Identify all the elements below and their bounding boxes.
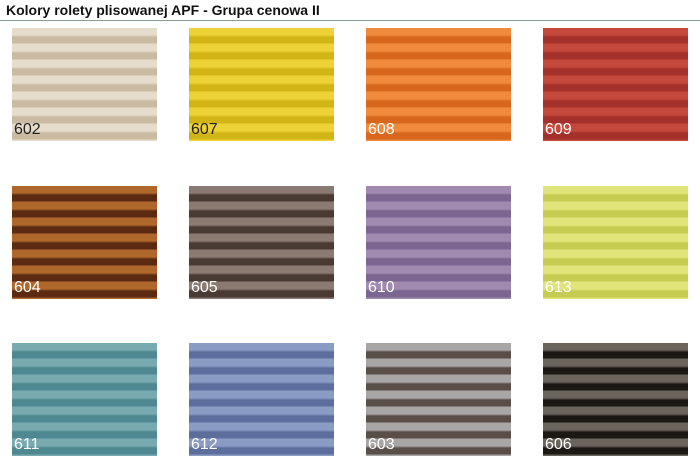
color-swatch-602: 602 [12,28,157,141]
page-title: Kolory rolety plisowanej APF - Grupa cen… [6,2,320,18]
swatch-code: 608 [368,121,395,138]
swatch-code: 603 [368,436,395,453]
color-swatch-613: 613 [543,186,688,299]
color-swatch-610: 610 [366,186,511,299]
color-swatch-604: 604 [12,186,157,299]
color-swatch-603: 603 [366,343,511,456]
swatch-code: 609 [545,121,572,138]
swatch-code: 613 [545,279,572,296]
swatch-code: 611 [14,436,40,453]
color-swatch-607: 607 [189,28,334,141]
color-swatch-606: 606 [543,343,688,456]
color-swatch-605: 605 [189,186,334,299]
color-swatch-612: 612 [189,343,334,456]
swatch-code: 607 [191,121,218,138]
color-swatch-611: 611 [12,343,157,456]
divider [0,20,700,21]
color-swatch-609: 609 [543,28,688,141]
swatch-code: 610 [368,279,395,296]
swatch-code: 605 [191,279,218,296]
swatch-code: 604 [14,279,41,296]
swatch-code: 606 [545,436,572,453]
swatch-code: 602 [14,121,41,138]
swatch-code: 612 [191,436,218,453]
color-swatch-608: 608 [366,28,511,141]
